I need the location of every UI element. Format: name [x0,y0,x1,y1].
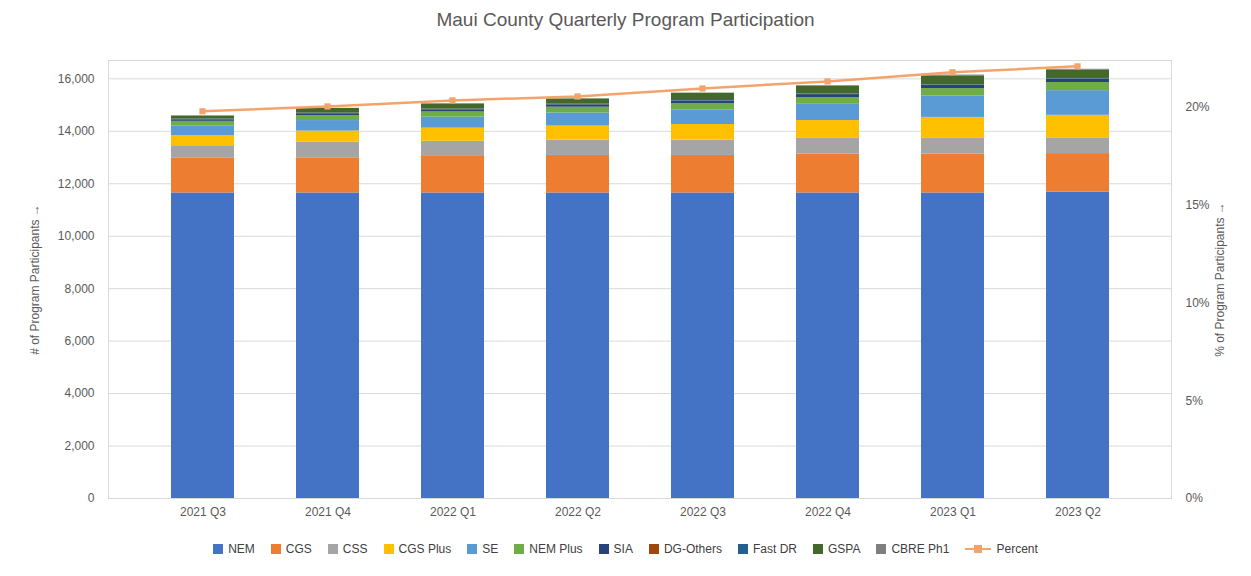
html-text:CGS: CGS [285,542,312,556]
svg-text:2023 Q1: 2023 Q1 [930,505,976,519]
svg-text:# of Program Participants →: # of Program Participants → [28,204,42,355]
html-text:DG-Others: DG-Others [663,542,722,556]
html-text:NEM: NEM [228,542,255,556]
svg-text:% of Program Participants →: % of Program Participants → [1213,202,1227,357]
svg-text:5%: 5% [1186,394,1204,408]
html-text:CBRE Ph1: CBRE Ph1 [891,542,950,556]
svg-text:2022 Q4: 2022 Q4 [805,505,851,519]
svg-text:2,000: 2,000 [64,439,94,453]
html-text:CSS: CSS [342,542,368,556]
html-text:Fast DR: Fast DR [753,542,797,556]
svg-text:15%: 15% [1186,198,1210,212]
html-text:CGS Plus: CGS Plus [398,542,452,556]
svg-text:6,000: 6,000 [64,334,94,348]
html-text:Maui County Quarterly Program: Maui County Quarterly Program Participat… [436,9,815,30]
svg-text:20%: 20% [1186,100,1210,114]
svg-text:0%: 0% [1186,491,1204,505]
svg-text:2022 Q3: 2022 Q3 [680,505,726,519]
html-text:Percent: Percent [996,542,1038,556]
svg-text:8,000: 8,000 [64,282,94,296]
svg-text:0: 0 [88,491,95,505]
html-text:NEM Plus: NEM Plus [529,542,583,556]
svg-text:2023 Q2: 2023 Q2 [1055,505,1101,519]
html-text:SE: SE [482,542,499,556]
svg-text:2022 Q1: 2022 Q1 [430,505,476,519]
svg-text:16,000: 16,000 [58,72,95,86]
svg-text:12,000: 12,000 [58,177,95,191]
svg-text:10,000: 10,000 [58,229,95,243]
svg-text:14,000: 14,000 [58,124,95,138]
html-text:GSPA: GSPA [828,542,861,556]
svg-text:4,000: 4,000 [64,386,94,400]
svg-text:2021 Q3: 2021 Q3 [180,505,226,519]
svg-text:2021 Q4: 2021 Q4 [305,505,351,519]
svg-text:2022 Q2: 2022 Q2 [555,505,601,519]
html-text:SIA: SIA [613,542,633,556]
svg-text:10%: 10% [1186,296,1210,310]
